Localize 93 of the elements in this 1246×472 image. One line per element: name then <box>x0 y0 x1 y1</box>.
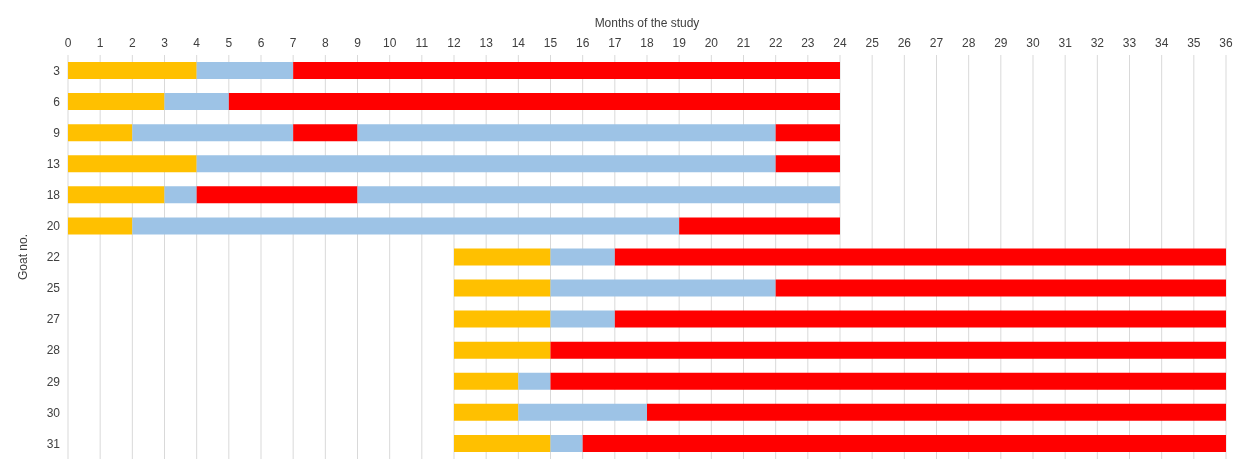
bar <box>454 403 519 421</box>
bar <box>550 372 1226 390</box>
bar <box>550 310 615 328</box>
y-tick-label: 31 <box>46 436 61 451</box>
x-tick-label: 25 <box>865 36 880 50</box>
bar <box>196 186 358 204</box>
x-tick-label: 10 <box>382 36 397 50</box>
bar <box>775 155 840 173</box>
bar <box>550 248 615 266</box>
x-tick-label: 19 <box>672 36 687 50</box>
x-tick-label: 28 <box>961 36 976 50</box>
y-tick-label: 28 <box>46 343 61 358</box>
x-tick-label: 36 <box>1219 36 1233 50</box>
bar <box>614 248 1226 266</box>
x-tick-label: 9 <box>354 36 362 50</box>
bar <box>68 62 197 79</box>
x-tick-label: 3 <box>161 36 169 50</box>
bar <box>775 124 840 142</box>
y-axis-title: Goat no. <box>16 233 31 281</box>
bar <box>196 62 294 79</box>
bar <box>550 279 776 297</box>
x-tick-label: 34 <box>1154 36 1169 50</box>
bar <box>68 93 165 111</box>
bar <box>68 186 165 204</box>
x-tick-label: 18 <box>640 36 654 50</box>
bar <box>293 124 358 142</box>
x-tick-label: 14 <box>511 36 526 50</box>
x-tick-label: 7 <box>289 36 297 50</box>
bar <box>775 279 1226 297</box>
y-tick-label: 30 <box>46 405 61 420</box>
x-tick-label: 8 <box>321 36 329 50</box>
bar <box>196 155 776 173</box>
bar <box>357 124 776 142</box>
x-tick-label: 35 <box>1187 36 1201 50</box>
x-tick-label: 24 <box>833 36 847 50</box>
bar <box>454 372 519 390</box>
bar <box>679 217 840 235</box>
x-tick-label: 26 <box>897 36 912 50</box>
x-tick-label: 4 <box>193 36 201 50</box>
x-tick-label: 2 <box>128 36 136 50</box>
bar <box>132 124 294 142</box>
x-tick-label: 20 <box>704 36 719 50</box>
bar <box>164 93 229 111</box>
x-tick-label: 0 <box>64 36 72 50</box>
y-tick-label: 27 <box>46 312 61 327</box>
x-tick-label: 13 <box>479 36 494 50</box>
x-tick-label: 23 <box>801 36 815 50</box>
bar <box>582 434 1226 452</box>
y-tick-label: 13 <box>46 157 61 172</box>
x-tick-label: 32 <box>1090 36 1105 50</box>
y-tick-label: 6 <box>53 94 61 109</box>
bar <box>132 217 680 235</box>
bar <box>228 93 840 111</box>
bar <box>68 124 133 142</box>
x-tick-label: 17 <box>608 36 622 50</box>
y-tick-label: 9 <box>53 125 61 140</box>
x-tick-label: 30 <box>1026 36 1040 50</box>
bar <box>454 310 551 328</box>
bar <box>454 341 551 359</box>
bar <box>357 186 840 204</box>
bar <box>454 434 551 452</box>
y-tick-label: 25 <box>46 281 61 296</box>
bar <box>550 434 583 452</box>
bar <box>614 310 1226 328</box>
bar <box>293 62 840 79</box>
x-tick-label: 11 <box>415 36 429 50</box>
bar <box>68 155 197 173</box>
x-tick-label: 27 <box>929 36 944 50</box>
bar <box>68 217 133 235</box>
x-tick-label: 29 <box>994 36 1008 50</box>
y-tick-label: 22 <box>46 250 61 265</box>
bar <box>454 279 551 297</box>
bar <box>164 186 197 204</box>
x-tick-label: 6 <box>257 36 265 50</box>
bar <box>454 248 551 266</box>
y-tick-label: 29 <box>46 374 61 389</box>
bar <box>518 372 551 390</box>
y-tick-label: 18 <box>46 188 61 203</box>
bar <box>550 341 1226 359</box>
x-tick-label: 31 <box>1058 36 1073 50</box>
y-tick-label: 3 <box>53 63 61 78</box>
x-tick-label: 22 <box>768 36 783 50</box>
x-tick-label: 12 <box>447 36 461 50</box>
x-tick-label: 1 <box>96 36 104 50</box>
x-tick-label: 5 <box>225 36 233 50</box>
bar <box>518 403 647 421</box>
x-tick-label: 15 <box>543 36 558 50</box>
x-tick-label: 21 <box>736 36 751 50</box>
x-axis-title: Months of the study <box>594 15 700 30</box>
bar <box>647 403 1226 421</box>
y-tick-label: 20 <box>46 219 61 234</box>
x-tick-label: 33 <box>1122 36 1137 50</box>
x-tick-label: 16 <box>575 36 590 50</box>
